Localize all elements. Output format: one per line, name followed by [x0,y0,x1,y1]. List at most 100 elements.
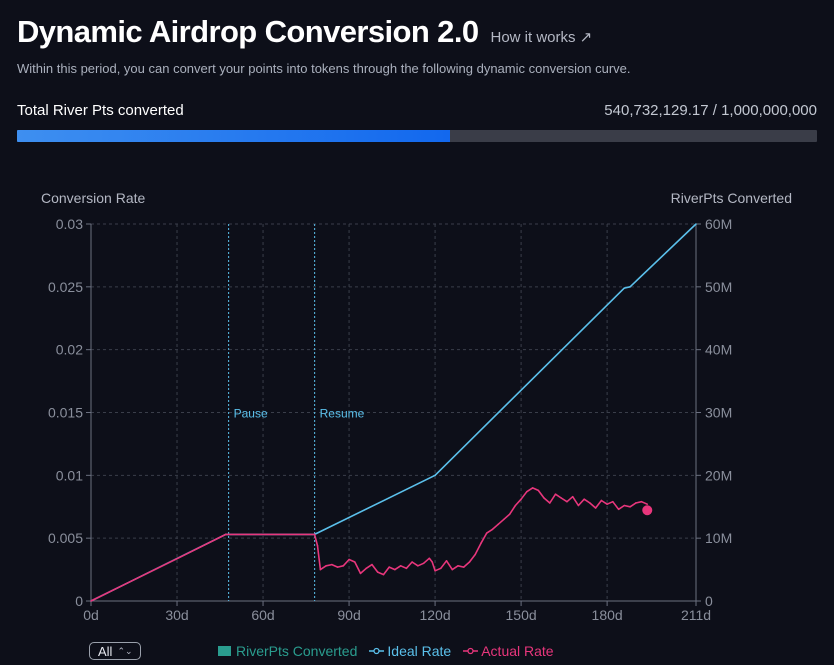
progress-label: Total River Pts converted [17,102,184,119]
y-left-tick-label: 0.005 [48,530,83,546]
x-tick-label: 211d [681,607,711,623]
data-point [348,558,350,561]
data-point [365,567,368,570]
legend-item[interactable]: RiverPts Converted [218,643,357,659]
data-point [462,566,465,568]
x-tick-label: 180d [592,607,623,623]
data-point [543,497,545,499]
data-point [431,561,434,563]
legend-item[interactable]: Actual Rate [463,643,554,659]
data-point [181,554,184,557]
data-point [577,504,580,507]
y-left-tick-label: 0.02 [56,342,83,358]
data-point [485,532,488,534]
legend-label: Actual Rate [481,643,554,659]
data-point [491,528,494,531]
data-point [634,502,637,504]
current-rate-marker [642,505,653,516]
progress-bar [17,130,817,142]
y-left-tick-label: 0.01 [56,467,83,483]
data-point [617,508,620,511]
y-right-tick-label: 50M [705,279,732,295]
data-point [503,518,505,521]
data-point [371,563,373,566]
legend-label: RiverPts Converted [236,643,358,659]
y-left-tick-label: 0.025 [48,279,83,295]
data-point [606,503,608,506]
data-point [359,572,362,575]
data-point [514,504,517,507]
legend-swatch-line [369,647,385,655]
data-point [342,565,345,567]
data-point [554,493,557,495]
data-point [445,559,448,562]
data-point [537,489,540,492]
y-right-tick-label: 60M [705,216,732,232]
data-point [566,500,568,503]
page-header: Dynamic Airdrop Conversion 2.0 How it wo… [17,14,817,76]
data-point [508,513,511,516]
y-left-tick-label: 0.015 [48,405,83,421]
data-point [388,566,390,568]
data-point [440,567,442,570]
data-point [313,533,316,536]
data-point [583,498,585,501]
chevron-updown-icon: ⌃⌄ [117,645,133,656]
legend-swatch-line [463,647,479,655]
data-point [382,573,385,576]
chart-legend: RiverPts Converted Ideal Rate Actual Rate [218,643,566,659]
data-point [571,495,574,498]
data-point [336,566,339,568]
data-point [640,500,643,503]
data-point [353,561,356,563]
data-point [376,571,379,573]
data-point [480,542,482,544]
legend-swatch-area [218,646,231,656]
range-select-label: All [98,643,113,659]
x-tick-label: 30d [165,607,188,623]
data-point [399,565,402,567]
data-point [434,474,436,477]
series-line [90,487,648,602]
y-right-tick-label: 0 [705,593,713,609]
y-right-tick-label: 30M [705,405,732,421]
progress-bar-fill [17,130,450,142]
y-right-tick-label: 20M [705,467,732,483]
legend-item[interactable]: Ideal Rate [369,643,451,659]
data-point [405,567,408,570]
data-point [434,570,436,572]
data-point [319,568,322,571]
data-point [560,497,563,499]
data-point [411,561,413,563]
x-tick-label: 150d [506,607,537,623]
data-point [325,565,327,567]
data-point [417,565,419,567]
chart-footer: All ⌃⌄ RiverPts Converted Ideal Rate Actua… [0,640,834,665]
data-point [316,544,319,547]
y-left-tick-label: 0 [75,593,83,609]
annotation-label: Resume [320,407,365,421]
progress-header: Total River Pts converted 540,732,129.17… [17,102,817,119]
x-tick-label: 60d [251,607,274,623]
y-right-axis-title: RiverPts Converted [671,190,792,206]
data-point [623,287,626,289]
data-point [589,502,591,504]
data-point [623,504,626,507]
data-point [224,533,227,536]
x-tick-label: 0d [83,607,99,623]
how-it-works-link[interactable]: How it works ↗ [490,29,593,46]
data-point [422,562,425,565]
data-point [594,507,597,509]
data-point [548,502,551,504]
y-right-tick-label: 40M [705,342,732,358]
range-select[interactable]: All ⌃⌄ [89,642,141,660]
data-point [612,500,614,503]
data-point [629,286,631,288]
x-tick-label: 90d [337,607,360,623]
progress-value: 540,732,129.17 / 1,000,000,000 [604,102,817,119]
data-point [331,563,333,566]
y-left-tick-label: 0.03 [56,216,83,232]
data-point [394,568,396,571]
x-tick-label: 120d [419,607,450,623]
data-point [531,487,534,489]
